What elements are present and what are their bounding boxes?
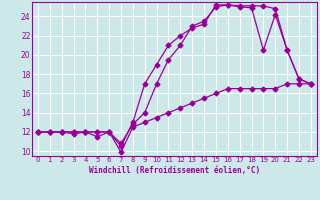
X-axis label: Windchill (Refroidissement éolien,°C): Windchill (Refroidissement éolien,°C) [89, 166, 260, 175]
